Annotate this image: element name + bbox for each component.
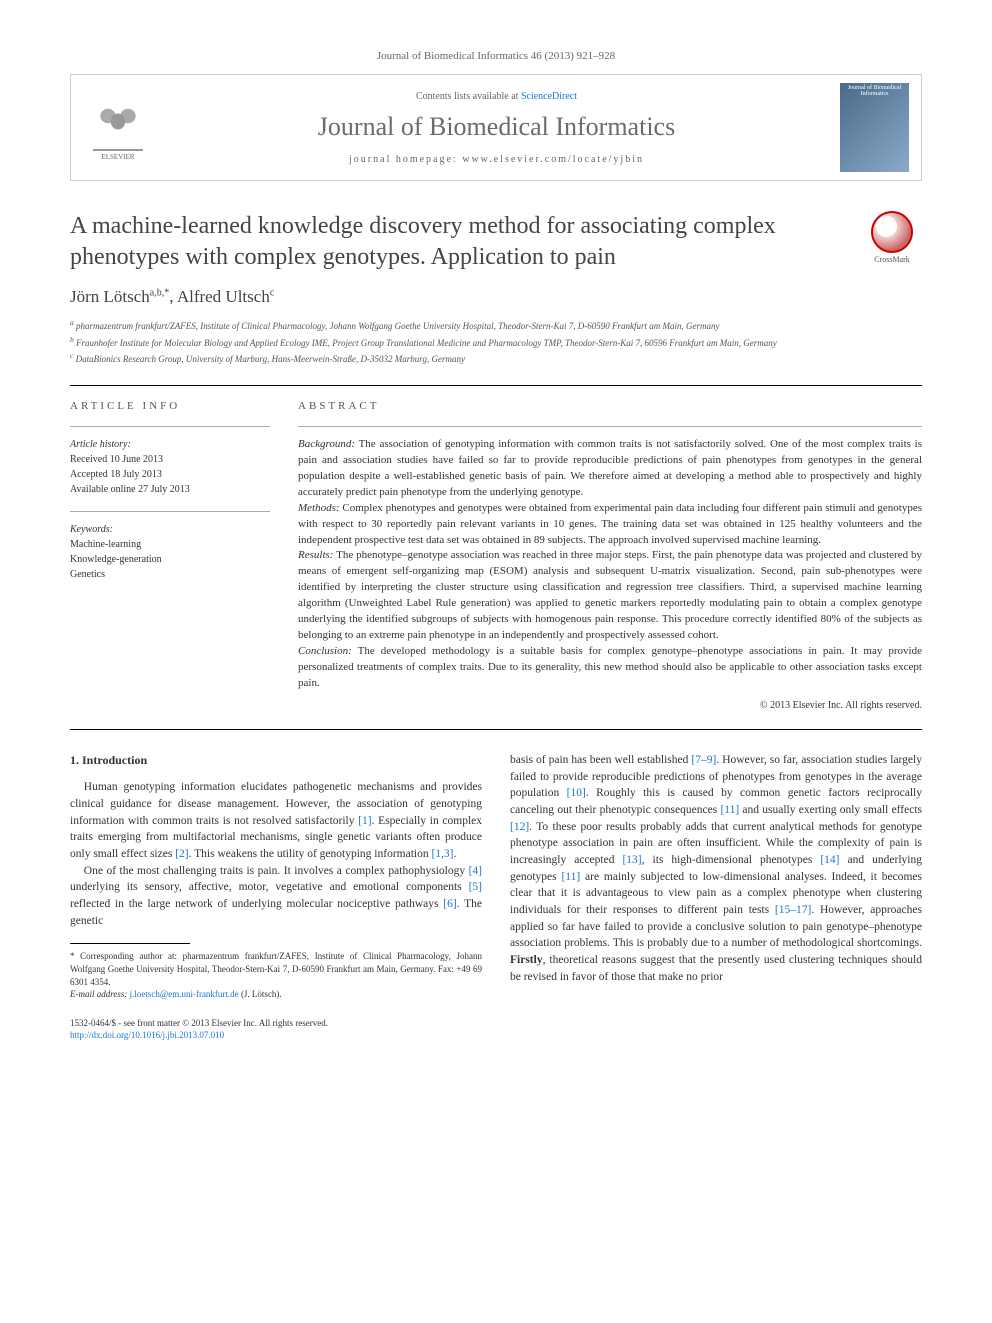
affiliation-b: b Fraunhofer Institute for Molecular Bio… bbox=[70, 334, 922, 351]
body-paragraph: Human genotyping information elucidates … bbox=[70, 779, 482, 862]
crossmark-icon bbox=[871, 211, 913, 253]
keywords-block: Keywords: Machine-learning Knowledge-gen… bbox=[70, 522, 270, 582]
body-paragraph: One of the most challenging traits is pa… bbox=[70, 863, 482, 930]
abstract-background-label: Background: bbox=[298, 438, 355, 450]
page-footer: 1532-0464/$ - see front matter © 2013 El… bbox=[70, 1017, 922, 1042]
elsevier-tree-icon bbox=[93, 94, 143, 151]
abstract-copyright: © 2013 Elsevier Inc. All rights reserved… bbox=[298, 700, 922, 711]
footnotes: * Corresponding author at: pharmazentrum… bbox=[70, 950, 482, 1000]
email-label: E-mail address: bbox=[70, 989, 130, 999]
author-sep: , bbox=[169, 287, 177, 306]
abstract-panel: ABSTRACT Background: The association of … bbox=[298, 400, 922, 711]
doi-link[interactable]: http://dx.doi.org/10.1016/j.jbi.2013.07.… bbox=[70, 1030, 224, 1040]
keyword: Genetics bbox=[70, 567, 270, 582]
author-email-link[interactable]: j.loetsch@em.uni-frankfurt.de bbox=[130, 989, 239, 999]
article-info-header: ARTICLE INFO bbox=[70, 400, 270, 412]
keyword: Knowledge-generation bbox=[70, 552, 270, 567]
abstract-body: Background: The association of genotypin… bbox=[298, 437, 922, 692]
abstract-results: The phenotype–genotype association was r… bbox=[298, 549, 922, 641]
sciencedirect-link[interactable]: ScienceDirect bbox=[521, 91, 577, 102]
contents-available: Contents lists available at ScienceDirec… bbox=[153, 91, 840, 102]
abstract-conclusion-label: Conclusion: bbox=[298, 645, 352, 657]
abstract-conclusion: The developed methodology is a suitable … bbox=[298, 645, 922, 689]
corresponding-author-note: * Corresponding author at: pharmazentrum… bbox=[70, 950, 482, 988]
body-column-left: 1. Introduction Human genotyping informa… bbox=[70, 752, 482, 1001]
authors: Jörn Lötscha,b,*, Alfred Ultschc bbox=[70, 287, 922, 307]
contents-prefix: Contents lists available at bbox=[416, 91, 521, 102]
homepage-url[interactable]: www.elsevier.com/locate/yjbin bbox=[462, 154, 644, 165]
section-divider bbox=[70, 385, 922, 386]
issn-line: 1532-0464/$ - see front matter © 2013 El… bbox=[70, 1017, 922, 1030]
info-divider bbox=[70, 511, 270, 512]
body-paragraph: basis of pain has been well established … bbox=[510, 752, 922, 985]
keywords-label: Keywords: bbox=[70, 522, 270, 537]
author-1: Jörn Lötsch bbox=[70, 287, 150, 306]
email-suffix: (J. Lötsch). bbox=[239, 989, 282, 999]
received-date: Received 10 June 2013 bbox=[70, 452, 270, 467]
top-citation: Journal of Biomedical Informatics 46 (20… bbox=[70, 50, 922, 62]
crossmark-widget[interactable]: CrossMark bbox=[862, 211, 922, 264]
affiliation-c: c DataBionics Research Group, University… bbox=[70, 350, 922, 367]
abstract-methods: Complex phenotypes and genotypes were ob… bbox=[298, 502, 922, 546]
article-title: A machine-learned knowledge discovery me… bbox=[70, 211, 862, 273]
article-history: Article history: Received 10 June 2013 A… bbox=[70, 437, 270, 497]
abstract-background: The association of genotyping informatio… bbox=[298, 438, 922, 498]
accepted-date: Accepted 18 July 2013 bbox=[70, 467, 270, 482]
journal-header: ELSEVIER Contents lists available at Sci… bbox=[70, 74, 922, 181]
history-label: Article history: bbox=[70, 437, 270, 452]
abstract-methods-label: Methods: bbox=[298, 502, 340, 514]
journal-cover-thumbnail: Journal of Biomedical Informatics bbox=[840, 83, 909, 172]
online-date: Available online 27 July 2013 bbox=[70, 482, 270, 497]
author-2: Alfred Ultsch bbox=[177, 287, 270, 306]
abstract-results-label: Results: bbox=[298, 549, 333, 561]
body-text: 1. Introduction Human genotyping informa… bbox=[70, 752, 922, 1001]
info-divider bbox=[70, 426, 270, 427]
intro-heading: 1. Introduction bbox=[70, 752, 482, 769]
crossmark-label: CrossMark bbox=[862, 255, 922, 264]
elsevier-logo: ELSEVIER bbox=[83, 88, 153, 168]
journal-homepage: journal homepage: www.elsevier.com/locat… bbox=[153, 154, 840, 165]
affiliations: a pharmazentrum frankfurt/ZAFES, Institu… bbox=[70, 317, 922, 367]
footnote-separator bbox=[70, 943, 190, 944]
abstract-divider bbox=[298, 426, 922, 427]
email-line: E-mail address: j.loetsch@em.uni-frankfu… bbox=[70, 988, 482, 1001]
author-2-affil: c bbox=[270, 288, 274, 299]
homepage-prefix: journal homepage: bbox=[349, 154, 462, 165]
keyword: Machine-learning bbox=[70, 537, 270, 552]
author-1-affil: a,b, bbox=[150, 288, 164, 299]
publisher-name: ELSEVIER bbox=[101, 153, 134, 161]
affiliation-a: a pharmazentrum frankfurt/ZAFES, Institu… bbox=[70, 317, 922, 334]
abstract-header: ABSTRACT bbox=[298, 400, 922, 412]
article-info-panel: ARTICLE INFO Article history: Received 1… bbox=[70, 400, 270, 711]
journal-name: Journal of Biomedical Informatics bbox=[153, 112, 840, 142]
body-column-right: basis of pain has been well established … bbox=[510, 752, 922, 1001]
section-divider bbox=[70, 729, 922, 730]
